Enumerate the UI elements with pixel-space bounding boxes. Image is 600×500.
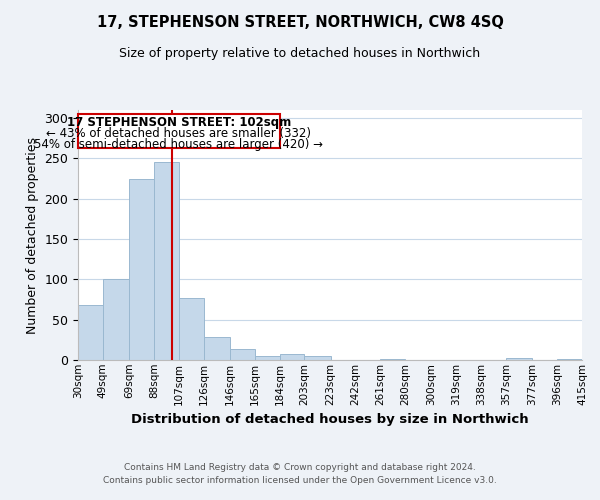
- Bar: [203, 336, 230, 360]
- Bar: [78, 305, 103, 360]
- Text: Contains HM Land Registry data © Crown copyright and database right 2024.: Contains HM Land Registry data © Crown c…: [124, 462, 476, 471]
- Text: 54% of semi-detached houses are larger (420) →: 54% of semi-detached houses are larger (…: [34, 138, 323, 151]
- Text: 17, STEPHENSON STREET, NORTHWICH, CW8 4SQ: 17, STEPHENSON STREET, NORTHWICH, CW8 4S…: [97, 15, 503, 30]
- Bar: [380, 359, 405, 360]
- Bar: [103, 280, 129, 360]
- Y-axis label: Number of detached properties: Number of detached properties: [26, 136, 39, 334]
- Bar: [506, 358, 532, 360]
- Bar: [557, 359, 582, 360]
- Text: ← 43% of detached houses are smaller (332): ← 43% of detached houses are smaller (33…: [46, 128, 311, 140]
- Bar: [78, 114, 280, 148]
- Text: Contains public sector information licensed under the Open Government Licence v3: Contains public sector information licen…: [103, 476, 497, 485]
- Bar: [230, 348, 255, 360]
- Text: 17 STEPHENSON STREET: 102sqm: 17 STEPHENSON STREET: 102sqm: [67, 116, 291, 130]
- Bar: [129, 180, 154, 360]
- Bar: [255, 356, 280, 360]
- Bar: [179, 298, 203, 360]
- Bar: [280, 354, 304, 360]
- Bar: [304, 356, 331, 360]
- Text: Size of property relative to detached houses in Northwich: Size of property relative to detached ho…: [119, 48, 481, 60]
- Bar: [154, 162, 179, 360]
- X-axis label: Distribution of detached houses by size in Northwich: Distribution of detached houses by size …: [131, 413, 529, 426]
